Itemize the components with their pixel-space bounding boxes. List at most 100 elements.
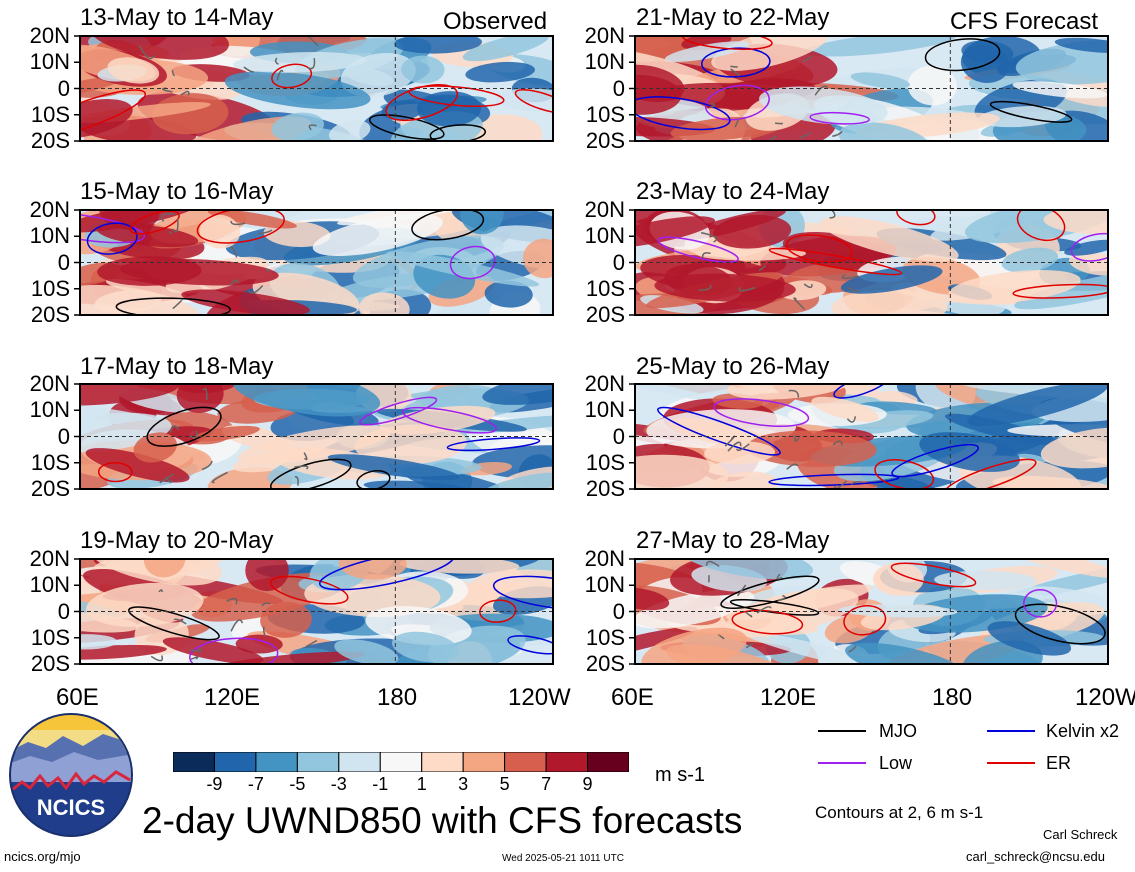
colorbar-label: -3 — [330, 774, 347, 794]
ytick-label: 0 — [57, 75, 70, 101]
ytick-label: 20S — [30, 476, 70, 501]
xtick-120e-right: 120E — [760, 684, 817, 711]
panel-title-4: 19-May to 20-May — [80, 527, 274, 554]
map-panel-2 — [74, 209, 554, 316]
contours-note: Contours at 2, 6 m s-1 — [815, 803, 984, 822]
panel-title-7: 25-May to 26-May — [636, 353, 830, 380]
colorbar-swatch — [462, 752, 506, 772]
legend-kelvin-label: Kelvin x2 — [1046, 721, 1120, 741]
ytick-label: 20N — [29, 197, 70, 222]
ytick-label: 20S — [30, 302, 70, 327]
ytick-label: 0 — [612, 249, 625, 275]
ytick-label: 0 — [612, 598, 625, 624]
ytick-label: 20S — [585, 128, 625, 153]
ytick-label: 10N — [29, 572, 70, 598]
legend-er-line — [987, 762, 1035, 764]
ytick-label: 0 — [57, 423, 70, 449]
ytick-label: 10N — [584, 49, 625, 75]
ytick-label: 10N — [29, 49, 70, 75]
ytick-label: 10S — [30, 101, 70, 127]
panel-title-8: 27-May to 28-May — [636, 527, 830, 554]
legend-mjo-label: MJO — [879, 721, 917, 741]
colorbar-label: 5 — [499, 774, 510, 794]
ytick-label: 20N — [584, 371, 625, 396]
ytick-label: 0 — [57, 249, 70, 275]
author-name: Carl Schreck — [1043, 827, 1118, 842]
ytick-label: 10N — [584, 397, 625, 423]
map-panels — [74, 35, 1109, 665]
legend-er-label: ER — [1046, 753, 1072, 773]
colorbar-label: 7 — [541, 774, 552, 794]
legend-low-label: Low — [879, 753, 913, 773]
colorbar-label: -1 — [372, 774, 389, 794]
xtick-120e-left: 120E — [204, 684, 261, 711]
xtick-60e-left: 60E — [56, 684, 99, 711]
forecast-label: CFS Forecast — [950, 8, 1099, 35]
ncics-logo: NCICS — [9, 713, 133, 837]
map-panel-8 — [629, 558, 1109, 665]
colorbar-label: 9 — [582, 774, 593, 794]
xtick-120w-left: 120W — [508, 684, 571, 711]
ytick-label: 10S — [585, 449, 625, 475]
colorbar-swatch — [173, 752, 215, 772]
colorbar-label: -9 — [206, 774, 223, 794]
map-panel-3 — [74, 383, 554, 490]
colorbar-label: 3 — [458, 774, 469, 794]
map-panel-7 — [629, 383, 1109, 490]
ytick-label: 10S — [30, 624, 70, 650]
ytick-label: 20S — [585, 476, 625, 501]
panel-title-3: 17-May to 18-May — [80, 353, 274, 380]
colorbar-swatch — [255, 752, 298, 772]
map-panel-5 — [629, 35, 1109, 142]
panel-title-1: 13-May to 14-May — [80, 4, 274, 31]
ytick-label: 10N — [584, 223, 625, 249]
colorbar-swatch — [421, 752, 464, 772]
legend-kelvin-line — [987, 730, 1035, 732]
colorbar-swatch — [296, 752, 340, 772]
colorbar-swatch — [213, 752, 257, 772]
xtick-180-left: 180 — [377, 684, 418, 711]
ytick-label: 20N — [29, 371, 70, 396]
timestamp: Wed 2025-05-21 1011 UTC — [502, 853, 624, 864]
site-url[interactable]: ncics.org/mjo — [4, 849, 81, 864]
legend-mjo-line — [818, 730, 866, 732]
map-panel-1 — [74, 35, 554, 142]
ytick-label: 20N — [584, 23, 625, 48]
ytick-label: 20N — [29, 546, 70, 571]
ytick-label: 20S — [30, 651, 70, 676]
ytick-label: 10N — [29, 223, 70, 249]
ytick-label: 0 — [612, 423, 625, 449]
map-panel-6 — [629, 209, 1109, 316]
ytick-label: 10S — [585, 275, 625, 301]
ytick-label: 0 — [57, 598, 70, 624]
colorbar-label: 1 — [416, 774, 427, 794]
ytick-label: 10S — [585, 624, 625, 650]
colorbar-label: -7 — [247, 774, 264, 794]
panel-title-2: 15-May to 16-May — [80, 178, 274, 205]
ytick-label: 0 — [612, 75, 625, 101]
ytick-label: 20S — [30, 128, 70, 153]
ytick-label: 20N — [584, 546, 625, 571]
ytick-label: 10S — [30, 449, 70, 475]
ytick-label: 20S — [585, 651, 625, 676]
ytick-label: 10N — [29, 397, 70, 423]
xtick-120w-right: 120W — [1075, 686, 1135, 710]
colorbar-label: -5 — [289, 774, 306, 794]
colorbar-swatch — [545, 752, 589, 772]
panel-title-6: 23-May to 24-May — [636, 178, 830, 205]
main-title: 2-day UWND850 with CFS forecasts — [142, 800, 743, 841]
colorbar-swatch — [587, 752, 629, 772]
xtick-60e-right: 60E — [611, 684, 654, 711]
legend-low-line — [818, 762, 866, 764]
panel-title-5: 21-May to 22-May — [636, 4, 830, 31]
logo-text: NCICS — [37, 795, 105, 820]
ytick-label: 10S — [585, 101, 625, 127]
ytick-label: 20S — [585, 302, 625, 327]
ytick-label: 10N — [584, 572, 625, 598]
colorbar — [173, 752, 629, 772]
colorbar-units: m s-1 — [655, 764, 705, 786]
xtick-180-right: 180 — [932, 684, 973, 711]
author-email[interactable]: carl_schreck@ncsu.edu — [966, 849, 1105, 864]
colorbar-swatch — [338, 752, 381, 772]
ytick-label: 20N — [29, 23, 70, 48]
